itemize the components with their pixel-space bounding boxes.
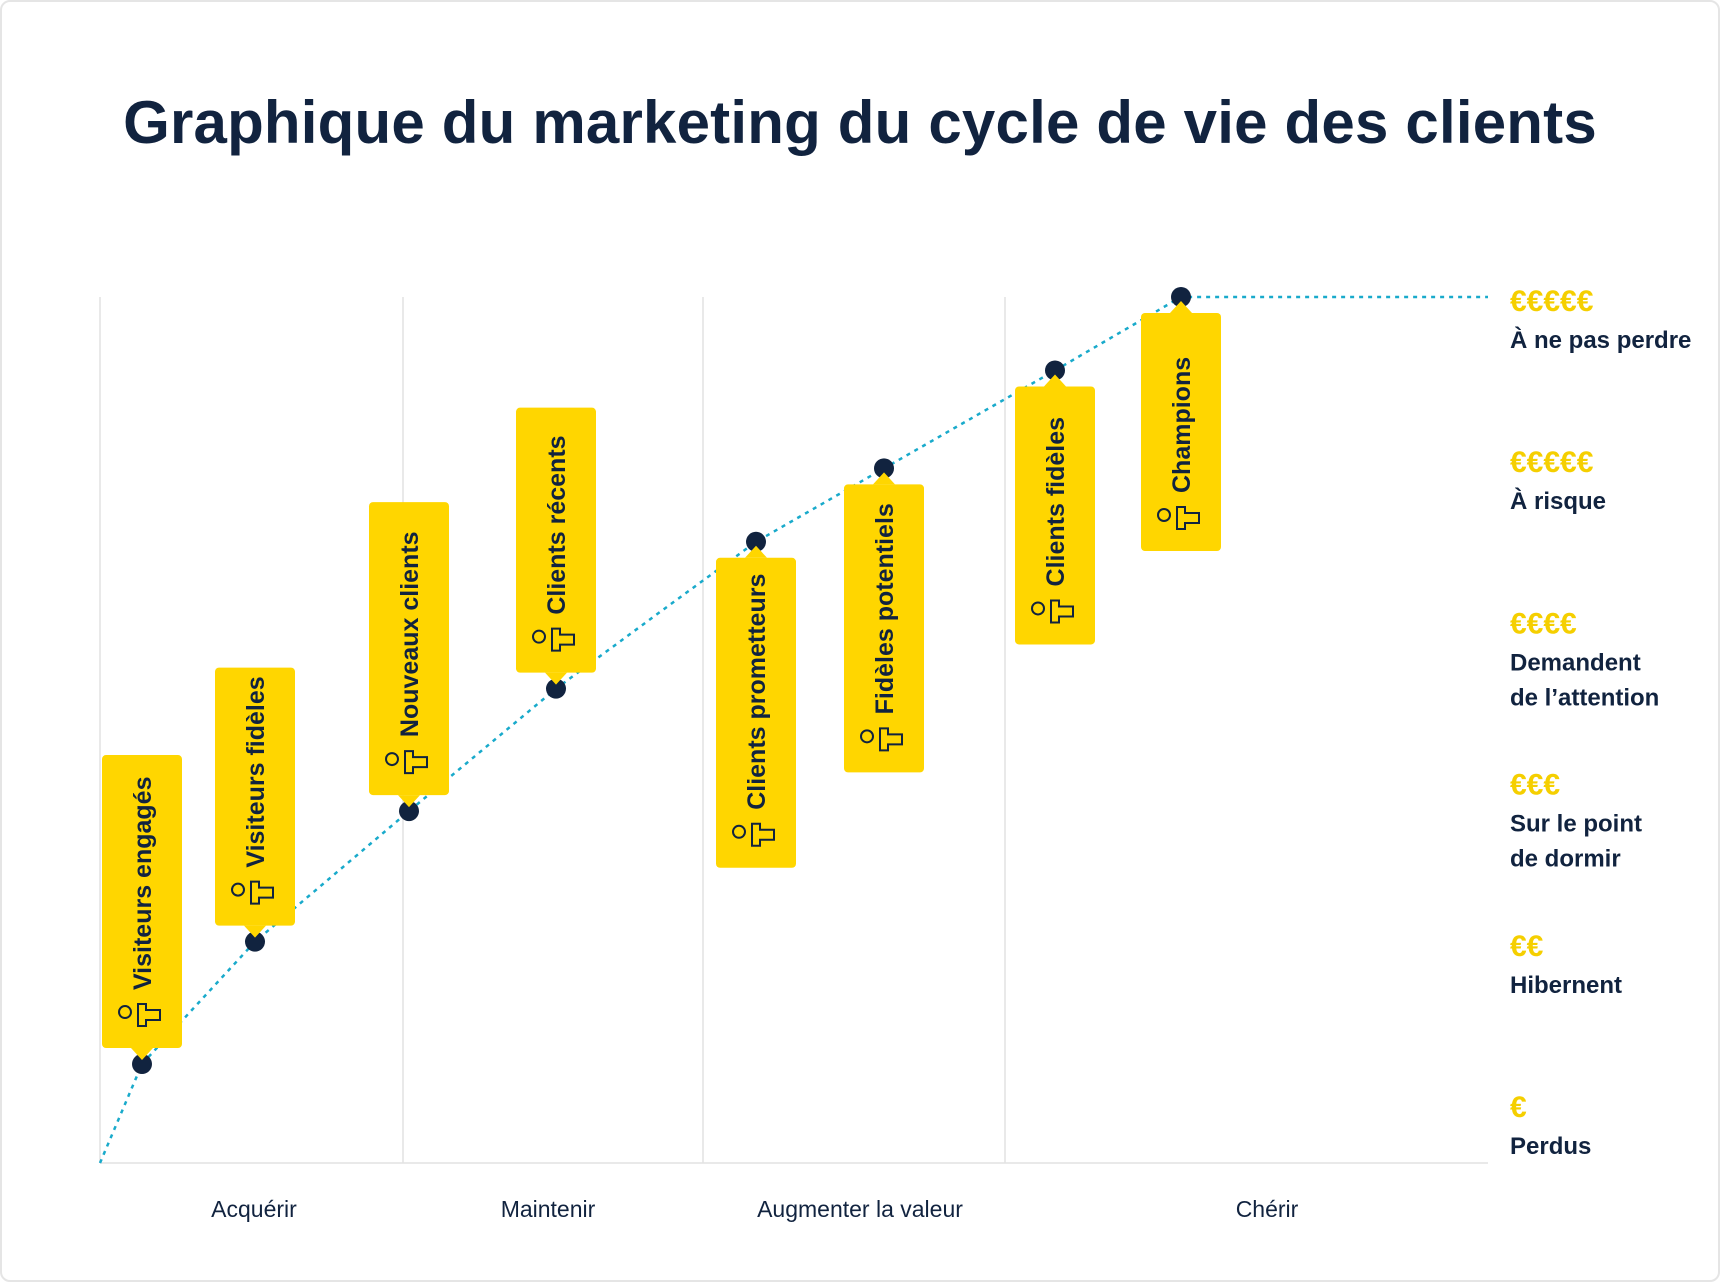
tag-pointer: [131, 1048, 153, 1061]
person-pair-icon: [732, 822, 775, 847]
data-point: [245, 931, 265, 952]
segment-tag: Nouveaux clients: [369, 502, 449, 808]
data-points: [132, 287, 1191, 1075]
tag-box: [215, 667, 295, 926]
data-point: [399, 801, 419, 822]
lifecycle-series-line: [98, 295, 1488, 1164]
person-pair-icon: [385, 750, 428, 775]
data-point: [746, 531, 766, 552]
euro-level: €€€€€: [1510, 285, 1594, 318]
level-label: Hibernent: [1510, 972, 1622, 999]
tag-pointer: [873, 472, 895, 485]
stage-label: Acquérir: [211, 1196, 297, 1222]
level-label: de dormir: [1510, 846, 1621, 873]
segment-tag: Clients prometteurs: [716, 545, 796, 868]
data-point: [1171, 287, 1191, 307]
level-label: À risque: [1510, 487, 1606, 515]
level-label: Sur le point: [1510, 811, 1642, 838]
person-pair-icon: [532, 627, 575, 652]
tag-box: [1015, 386, 1095, 645]
segment-label: Clients prometteurs: [743, 574, 771, 810]
stage-label: Chérir: [1236, 1196, 1299, 1222]
level-label: Demandent: [1510, 649, 1641, 676]
tag-box: [516, 407, 596, 673]
tag-pointer: [745, 545, 767, 558]
segment-label: Fidèles potentiels: [871, 503, 899, 714]
tag-pointer: [244, 925, 266, 938]
tag-pointer: [1044, 374, 1066, 387]
value-level-labels: € Perdus €€ Hibernent €€€ Sur le point de dorm…: [1510, 285, 1691, 1160]
tag-box: [844, 484, 924, 773]
tag-pointer: [1170, 301, 1192, 313]
segment-tag: Clients fidèles: [1015, 374, 1095, 645]
segment-label: Nouveaux clients: [396, 531, 424, 737]
level-label: Perdus: [1510, 1133, 1591, 1160]
tag-box: [102, 755, 182, 1049]
segment-tag: Fidèles potentiels: [844, 472, 924, 773]
tag-box: [1141, 313, 1221, 551]
data-point: [874, 458, 894, 479]
euro-level: €€€€: [1510, 607, 1577, 640]
segment-tag: Clients récents: [516, 407, 596, 685]
tag-pointer: [398, 795, 420, 808]
person-pair-icon: [118, 1003, 161, 1028]
segment-label: Visiteurs engagés: [129, 777, 157, 991]
stage-axis-labels: Acquérir Maintenir Augmenter la valeur Chér…: [211, 1196, 1298, 1222]
tag-pointer: [545, 672, 567, 685]
stage-label: Maintenir: [501, 1196, 596, 1222]
data-point: [1045, 360, 1065, 381]
chart-title: Graphique du marketing du cycle de vie d…: [123, 89, 1597, 156]
person-pair-icon: [231, 880, 274, 905]
tag-box: [369, 502, 449, 796]
euro-level: €€€: [1510, 769, 1560, 802]
euro-level: €€€€€: [1510, 446, 1594, 479]
segment-label: Visiteurs fidèles: [242, 676, 270, 867]
series-line: [98, 295, 1488, 1164]
data-point: [132, 1054, 152, 1075]
segment-tag: Champions: [1141, 301, 1221, 551]
segment-tag: Visiteurs engagés: [102, 755, 182, 1061]
segment-tags: Visiteurs engagés Visiteurs fidèles Nouvea…: [102, 301, 1221, 1061]
level-label: À ne pas perdre: [1510, 326, 1691, 354]
person-pair-icon: [1157, 506, 1200, 530]
segment-label: Clients récents: [543, 435, 571, 614]
segment-label: Clients fidèles: [1042, 417, 1070, 587]
stage-label: Augmenter la valeur: [757, 1196, 963, 1222]
tag-box: [716, 557, 796, 868]
data-point: [546, 678, 566, 699]
level-label: de l’attention: [1510, 684, 1659, 711]
person-pair-icon: [860, 727, 903, 752]
segment-label: Champions: [1168, 357, 1196, 493]
euro-level: €: [1510, 1091, 1527, 1124]
segment-tag: Visiteurs fidèles: [215, 667, 295, 938]
person-pair-icon: [1031, 599, 1074, 624]
euro-level: €€: [1510, 930, 1544, 963]
